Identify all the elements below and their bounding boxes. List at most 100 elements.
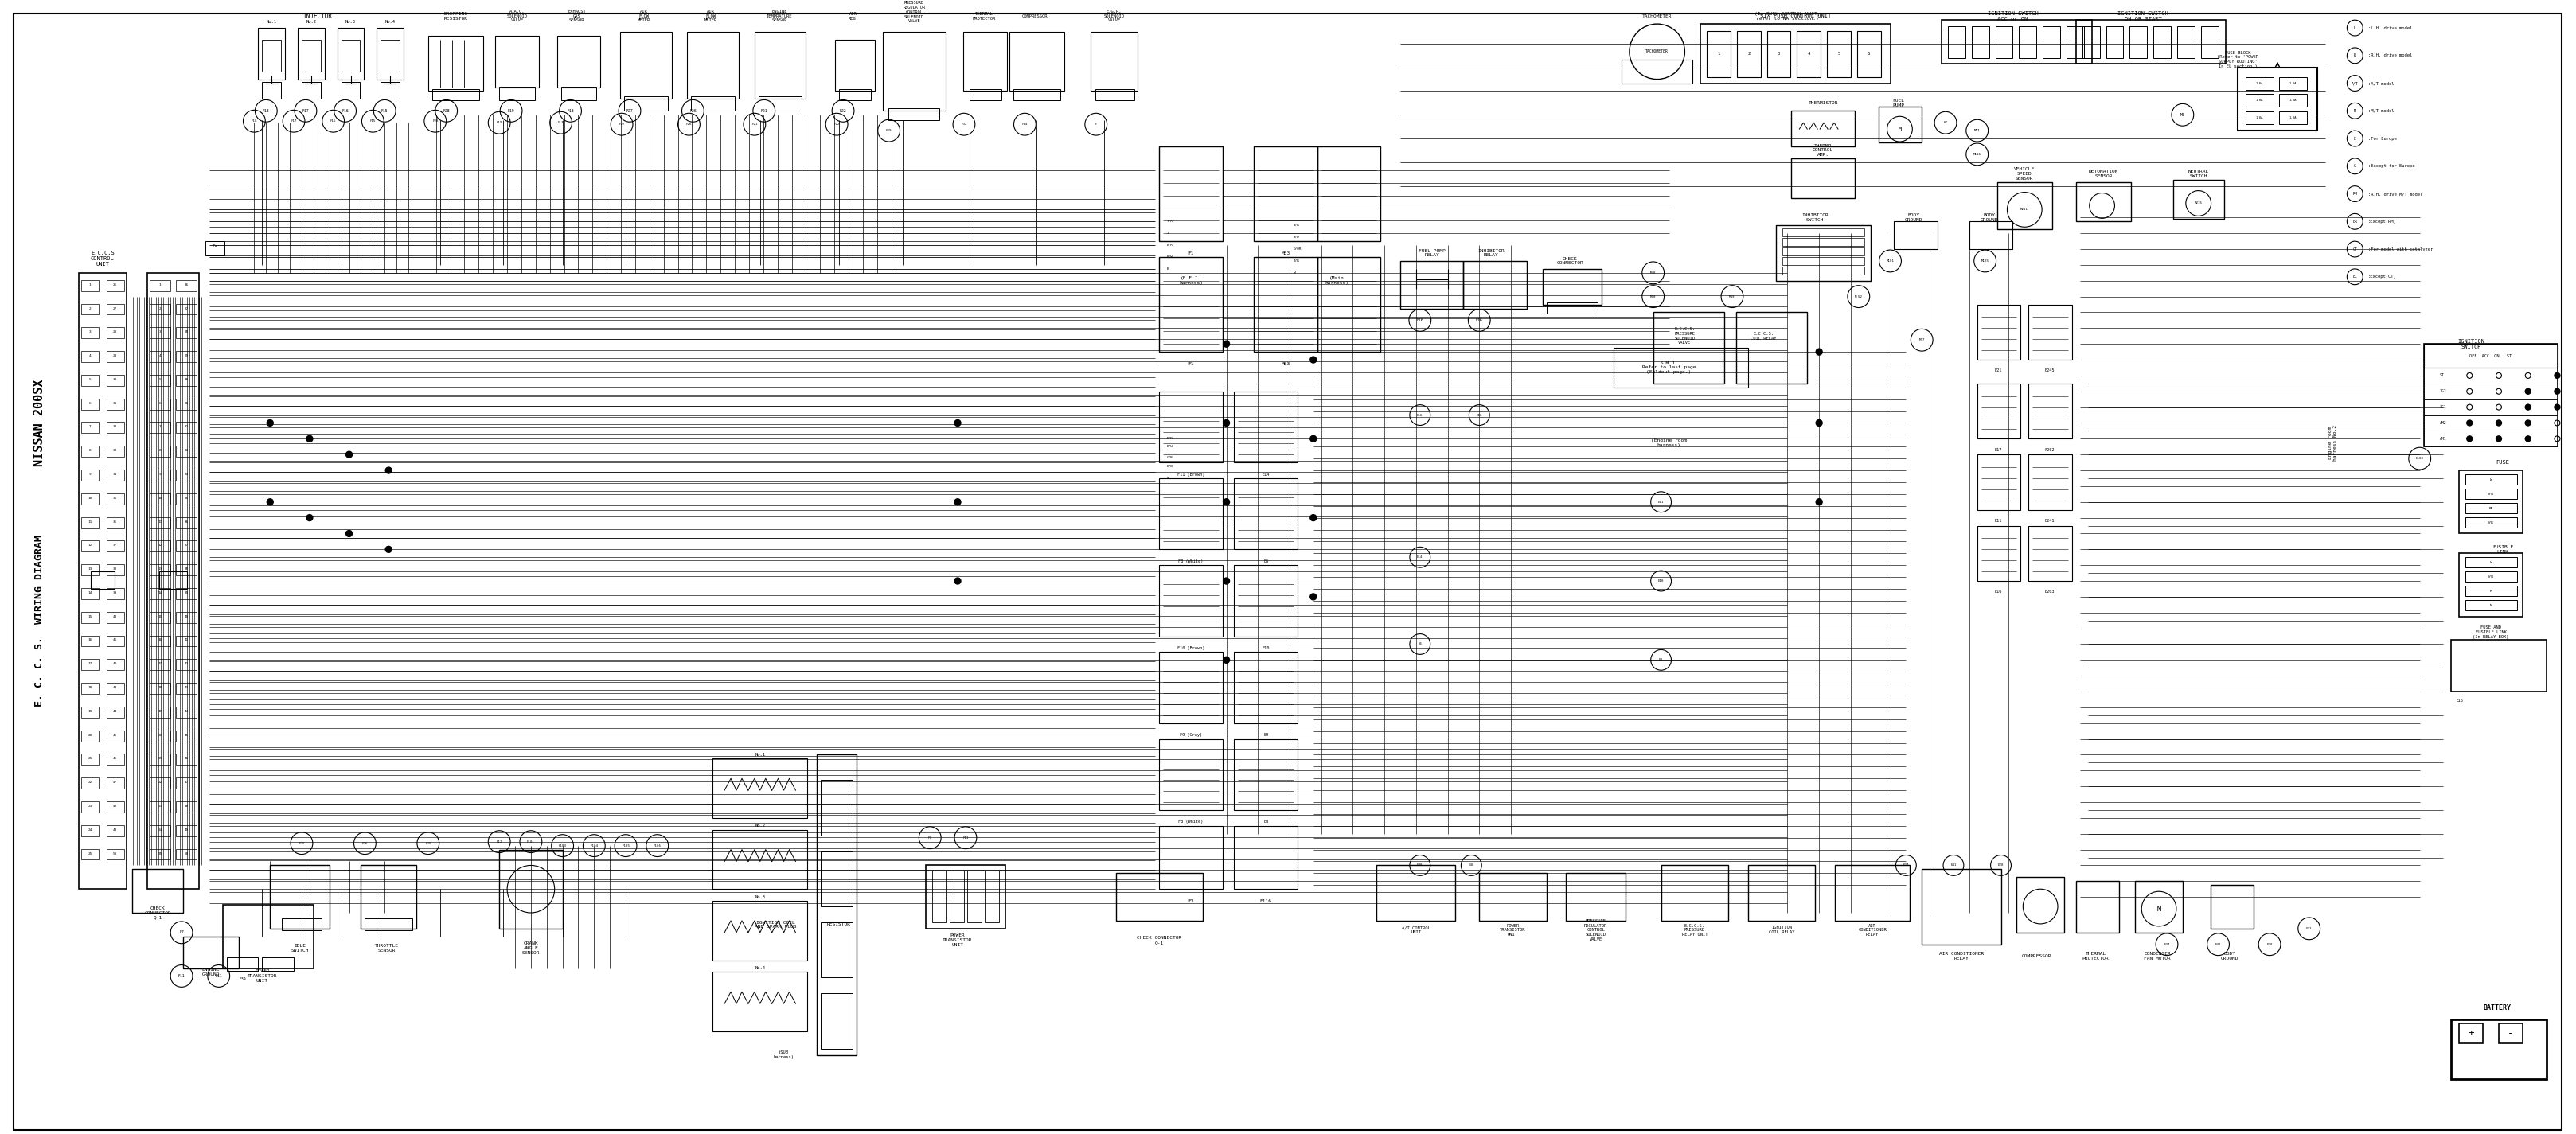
Bar — [106, 469, 124, 481]
Text: A/T CONTROL
UNIT: A/T CONTROL UNIT — [1401, 925, 1430, 934]
Text: AM1: AM1 — [2439, 437, 2445, 441]
Bar — [2465, 585, 2517, 596]
Text: 15: 15 — [157, 615, 162, 618]
Bar — [2277, 111, 2306, 125]
Bar — [175, 730, 196, 742]
Text: NEUTRAL
SWITCH: NEUTRAL SWITCH — [2187, 170, 2208, 178]
Text: A.A.C.
SOLENOID
VALVE: A.A.C. SOLENOID VALVE — [507, 9, 528, 23]
Text: F32: F32 — [961, 122, 966, 126]
Circle shape — [268, 499, 273, 505]
Text: E.C.C.S.
PRESSURE
RELAY UNIT: E.C.C.S. PRESSURE RELAY UNIT — [1682, 923, 1708, 937]
Text: F3: F3 — [1188, 899, 1193, 903]
Text: 42: 42 — [183, 662, 188, 666]
Text: 12: 12 — [88, 544, 93, 547]
Bar — [2458, 1023, 2483, 1043]
Text: M57: M57 — [1919, 338, 1924, 341]
Text: 23: 23 — [157, 804, 162, 807]
Bar — [1826, 31, 1850, 77]
Bar — [1857, 31, 1880, 77]
Bar — [2465, 557, 2517, 567]
Text: 25: 25 — [88, 852, 93, 855]
Text: No.2: No.2 — [307, 19, 317, 24]
Bar — [149, 280, 170, 291]
Text: (SUB
harness): (SUB harness) — [773, 1051, 793, 1059]
Bar — [175, 280, 196, 291]
Bar — [2081, 26, 2099, 58]
Text: M49: M49 — [1728, 295, 1734, 298]
Bar — [2027, 455, 2071, 510]
Bar — [2424, 344, 2558, 367]
Text: E11: E11 — [1994, 519, 2002, 523]
Bar — [2424, 399, 2558, 415]
Text: AIR
CONDITIONER
RELAY: AIR CONDITIONER RELAY — [1857, 923, 1886, 937]
Text: :Except(RM): :Except(RM) — [2367, 220, 2396, 223]
Text: IGNITION SWITCH
ACC or ON: IGNITION SWITCH ACC or ON — [1986, 11, 2038, 22]
Bar — [1922, 870, 1999, 945]
Bar — [1090, 32, 1139, 91]
Bar — [82, 280, 98, 291]
Text: G/OR: G/OR — [1293, 247, 1301, 251]
Text: :Except(CT): :Except(CT) — [2367, 274, 2396, 279]
Text: 35: 35 — [113, 497, 118, 500]
Bar — [149, 352, 170, 362]
Bar — [1234, 479, 1298, 549]
Bar — [1976, 383, 2020, 439]
Text: 48: 48 — [183, 804, 188, 807]
Bar — [206, 242, 224, 255]
Bar — [149, 541, 170, 552]
Bar — [263, 40, 281, 71]
Text: BODY
GROUND: BODY GROUND — [2221, 951, 2239, 960]
Circle shape — [2524, 435, 2530, 441]
Text: E41: E41 — [1950, 864, 1955, 868]
Bar — [175, 565, 196, 575]
Text: 37: 37 — [113, 544, 118, 547]
Text: E9: E9 — [1262, 733, 1267, 737]
Text: 6: 6 — [1868, 52, 1870, 56]
Circle shape — [1309, 356, 1316, 363]
Bar — [1775, 226, 1870, 281]
Bar — [82, 469, 98, 481]
Bar — [1947, 26, 1965, 58]
Bar — [175, 683, 196, 694]
Text: 21: 21 — [157, 758, 162, 760]
Bar — [1783, 266, 1862, 274]
Text: POWER
TRANSISTOR
UNIT: POWER TRANSISTOR UNIT — [1499, 923, 1525, 937]
Text: 1.0A: 1.0A — [2287, 117, 2295, 119]
Bar — [106, 635, 124, 646]
Bar — [1159, 565, 1221, 636]
Text: CHECK
CONNECTOR
Q-1: CHECK CONNECTOR Q-1 — [144, 906, 170, 920]
Bar — [1996, 181, 2050, 229]
Text: OFF  ACC  ON   ST: OFF ACC ON ST — [2468, 354, 2512, 357]
Bar — [1234, 739, 1298, 810]
Bar — [1159, 257, 1221, 352]
Text: F15: F15 — [371, 119, 376, 122]
Text: 1.0A: 1.0A — [2254, 99, 2262, 102]
Text: F11: F11 — [216, 974, 222, 978]
Text: E. C. C. S.  WIRING DIAGRAM: E. C. C. S. WIRING DIAGRAM — [33, 534, 44, 706]
Bar — [1566, 873, 1625, 921]
Text: No.4: No.4 — [755, 966, 765, 970]
Bar — [106, 493, 124, 505]
Circle shape — [2553, 405, 2558, 409]
Bar — [149, 778, 170, 789]
Bar — [1783, 238, 1862, 246]
Text: M48: M48 — [1649, 271, 1656, 274]
Text: F28: F28 — [443, 109, 451, 113]
Text: (Engine room
harness): (Engine room harness) — [1651, 439, 1687, 447]
Text: 14: 14 — [157, 591, 162, 594]
Text: F16: F16 — [330, 119, 337, 122]
Text: G/R: G/R — [1167, 456, 1172, 459]
Bar — [106, 280, 124, 291]
Text: CHECK CONNECTOR
Q-1: CHECK CONNECTOR Q-1 — [1136, 937, 1182, 945]
Bar — [149, 446, 170, 457]
Bar — [714, 759, 806, 818]
Text: 22: 22 — [88, 781, 93, 784]
Bar — [82, 493, 98, 505]
Text: E241: E241 — [2045, 519, 2053, 523]
Bar — [2105, 26, 2123, 58]
Bar — [106, 352, 124, 362]
Text: 13: 13 — [88, 567, 93, 570]
Bar — [82, 754, 98, 765]
Text: COMPRESSOR: COMPRESSOR — [2022, 954, 2050, 958]
Text: 26: 26 — [113, 284, 118, 286]
